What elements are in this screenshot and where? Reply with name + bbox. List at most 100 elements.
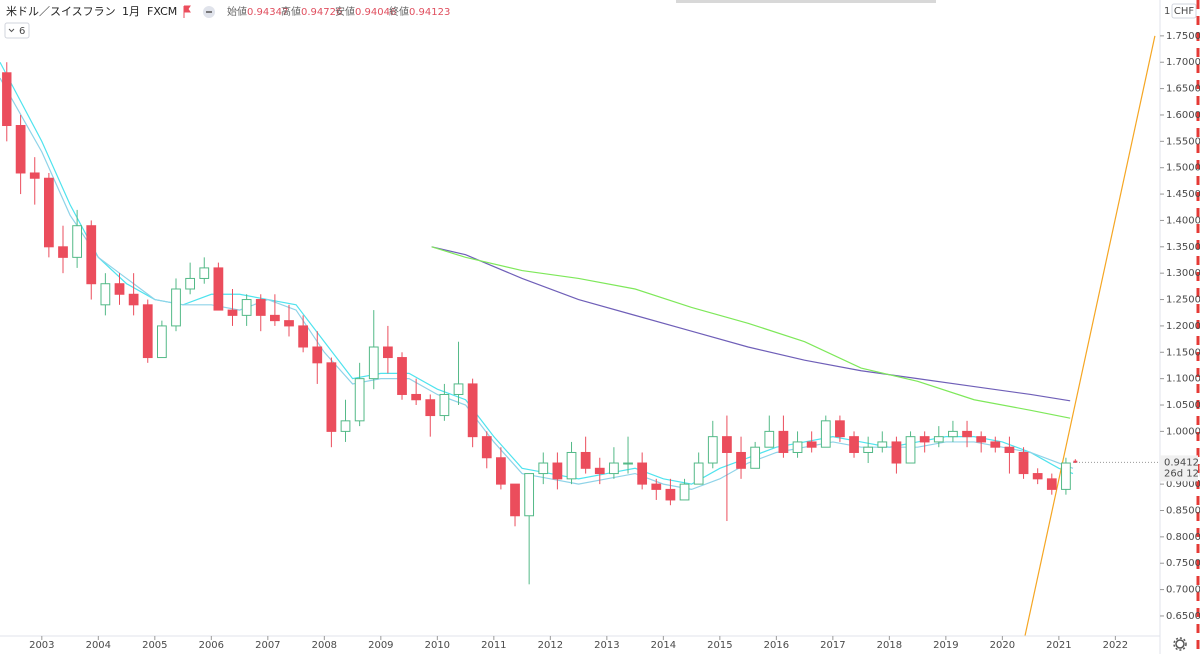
y-tick-label: 1.45000	[1166, 189, 1200, 200]
candle-body	[905, 436, 916, 464]
scale-label[interactable]: 1	[1164, 6, 1170, 17]
x-tick-label: 2019	[933, 640, 958, 651]
y-tick-label: 1.40000	[1166, 215, 1200, 226]
ohlc-label: 安値	[335, 5, 355, 18]
ohlc-high: 高値0.94726	[281, 5, 342, 18]
candle-body	[1018, 451, 1029, 475]
candle-body	[29, 172, 40, 179]
candle-body	[510, 483, 520, 517]
candle-body	[2, 72, 12, 127]
ohlc-open: 始値0.94347	[227, 5, 288, 18]
last-price: 0.94123	[1164, 457, 1200, 468]
indicator-toggle[interactable]	[4, 22, 30, 39]
candle-body	[114, 283, 125, 295]
candle-body	[750, 446, 761, 469]
candle-body	[1073, 460, 1078, 463]
currency-box[interactable]	[1171, 3, 1197, 19]
y-tick-label: 1.50000	[1166, 163, 1200, 174]
x-tick-label: 2006	[199, 640, 224, 651]
y-tick-label: 1.55000	[1166, 136, 1200, 147]
ohlc-close: 終値0.94123	[389, 5, 450, 18]
candle-body	[227, 309, 238, 316]
symbol-title[interactable]: 米ドル／スイスフラン	[6, 5, 116, 18]
settings-icon[interactable]	[1173, 637, 1187, 651]
x-tick-label: 2015	[707, 640, 732, 651]
currency: CHF	[1174, 6, 1195, 17]
ohlc-low: 安値0.94046	[335, 5, 396, 18]
candle-body	[806, 441, 817, 448]
candle-body	[213, 267, 224, 311]
interval[interactable]: 1月	[122, 5, 140, 18]
candle-body	[538, 462, 549, 475]
candle-body	[524, 473, 535, 517]
candle-body	[128, 293, 139, 306]
candle-body	[453, 383, 464, 395]
candle-body	[566, 451, 577, 480]
candle-body	[962, 430, 972, 438]
chevron-icon	[8, 28, 15, 33]
x-tick-label: 2013	[594, 640, 619, 651]
candle-body	[792, 441, 803, 453]
ohlc-value: 0.94123	[409, 7, 450, 18]
countdown: 26d 12h	[1164, 468, 1200, 479]
y-tick-label: 0.90000	[1166, 479, 1200, 490]
ohlc-value: 0.94726	[301, 7, 342, 18]
candle-body	[241, 299, 252, 316]
x-tick-label: 2010	[425, 640, 450, 651]
candle-body	[171, 288, 181, 327]
candle-body	[990, 441, 1001, 448]
candle-body	[1004, 446, 1015, 453]
x-tick-label: 2007	[255, 640, 280, 651]
ohlc-label: 高値	[281, 5, 301, 18]
candle-body	[877, 441, 888, 448]
flag-icon[interactable]	[183, 5, 191, 18]
price-axis-top: 1 CHF	[1164, 3, 1197, 19]
candle-body	[100, 283, 111, 306]
candle-body	[736, 451, 746, 469]
candle-body	[383, 346, 393, 359]
candle-body	[312, 346, 323, 364]
candle-body	[270, 314, 280, 322]
x-tick-label: 2005	[142, 640, 167, 651]
candle-body	[863, 446, 874, 453]
candle-body	[580, 451, 591, 469]
top-panel	[676, 0, 936, 3]
indicator-line	[431, 246, 1071, 419]
ohlc-label: 始値	[227, 5, 247, 18]
gear	[1175, 639, 1185, 649]
candle-body	[467, 383, 478, 438]
x-tick-label: 2020	[990, 640, 1015, 651]
y-tick-label: 1.60000	[1166, 110, 1200, 121]
x-tick-label: 2018	[877, 640, 902, 651]
candle-body	[15, 125, 26, 174]
source: FXCM	[147, 5, 177, 18]
candle-body	[1061, 462, 1071, 490]
candle-body	[764, 430, 775, 448]
candle-body	[185, 277, 196, 290]
candle-body	[651, 483, 662, 490]
candle-body	[933, 436, 944, 443]
y-tick-label: 1.30000	[1166, 268, 1200, 279]
candle-body	[142, 304, 153, 359]
candle-body	[778, 430, 789, 453]
candle-body	[255, 299, 266, 316]
x-tick-label: 2022	[1103, 640, 1128, 651]
candle-body	[919, 436, 930, 443]
y-tick-label: 1.00000	[1166, 426, 1200, 437]
x-tick-label: 2014	[651, 640, 676, 651]
last-price-box	[1160, 455, 1198, 482]
x-tick-label: 2008	[312, 640, 337, 651]
candle-body	[397, 357, 407, 395]
candle-body	[552, 462, 563, 480]
candle-body	[679, 483, 690, 501]
indicator-line	[431, 246, 1071, 402]
y-tick-label: 1.10000	[1166, 374, 1200, 385]
